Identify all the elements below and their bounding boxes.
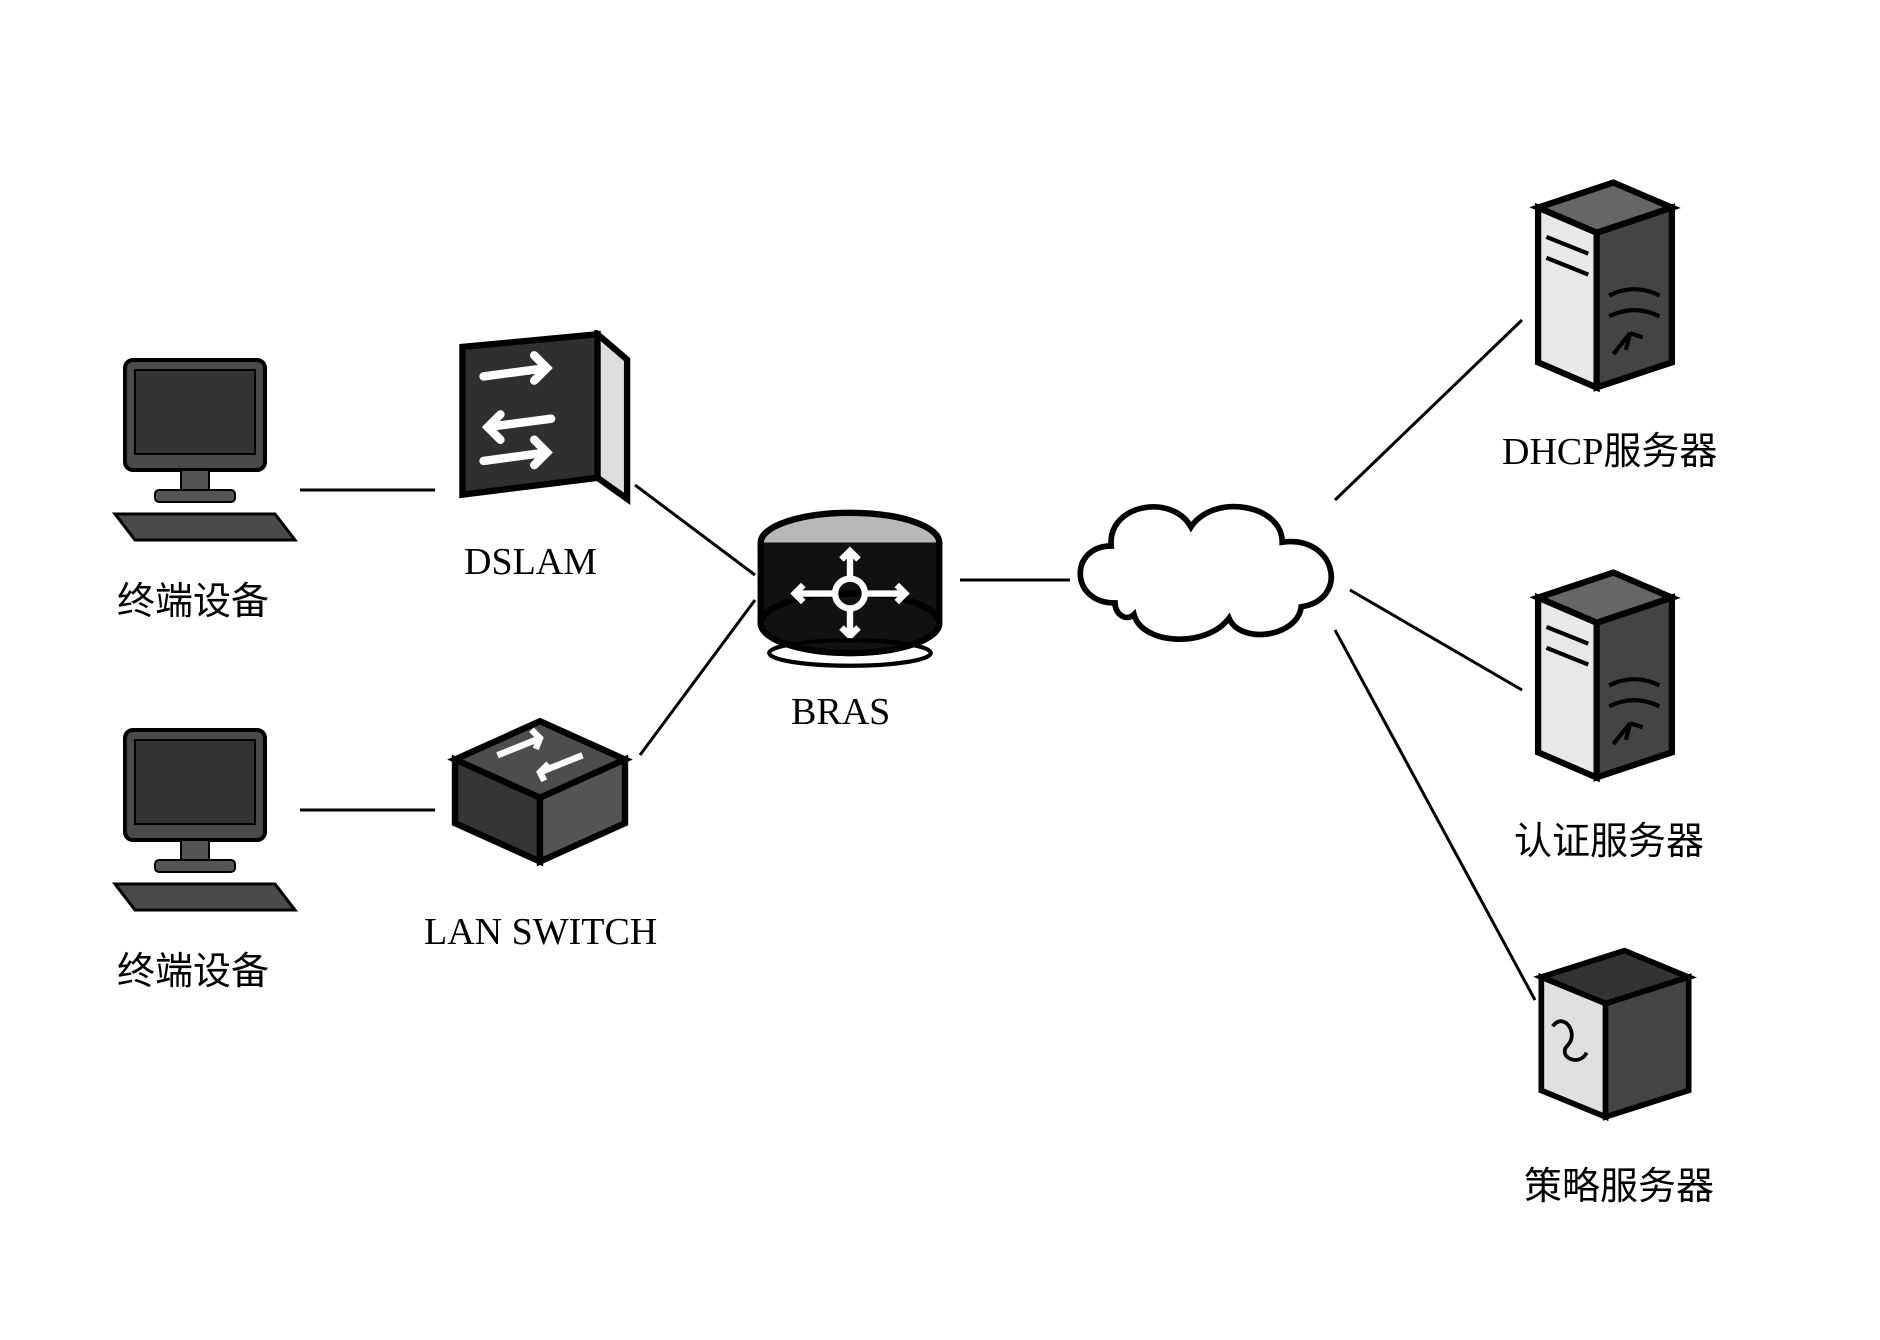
label-terminal2: 终端设备: [117, 940, 269, 995]
node-dhcp: DHCP服务器: [1520, 170, 1690, 400]
label-policy: 策略服务器: [1524, 1155, 1714, 1210]
node-dslam: DSLAM: [420, 330, 640, 520]
node-cloud: [1055, 470, 1365, 660]
switch-icon: [430, 700, 650, 870]
label-dslam: DSLAM: [464, 540, 597, 584]
edge-7: [1335, 630, 1535, 1000]
router-icon: [735, 500, 965, 670]
diagram-canvas: 终端设备终端设备DSLAMLAN SWITCHBRASDHCP服务器认证服务器策…: [0, 0, 1880, 1340]
node-policy: 策略服务器: [1530, 930, 1700, 1130]
label-lanswitch: LAN SWITCH: [424, 910, 657, 954]
server-icon: [1520, 170, 1690, 400]
label-terminal1: 终端设备: [117, 570, 269, 625]
server-icon: [1520, 560, 1690, 790]
label-bras: BRAS: [791, 690, 890, 734]
monitor-icon: [105, 720, 305, 920]
edge-6: [1350, 590, 1522, 690]
cloud-icon: [1055, 470, 1365, 660]
monitor-icon: [105, 350, 305, 550]
node-terminal2: 终端设备: [105, 720, 305, 920]
label-dhcp: DHCP服务器: [1502, 420, 1717, 475]
node-terminal1: 终端设备: [105, 350, 305, 550]
node-bras: BRAS: [735, 500, 965, 670]
dslam-icon: [420, 330, 640, 520]
policy-icon: [1530, 930, 1700, 1130]
node-lanswitch: LAN SWITCH: [430, 700, 650, 870]
node-auth: 认证服务器: [1520, 560, 1690, 790]
label-auth: 认证服务器: [1514, 810, 1704, 865]
